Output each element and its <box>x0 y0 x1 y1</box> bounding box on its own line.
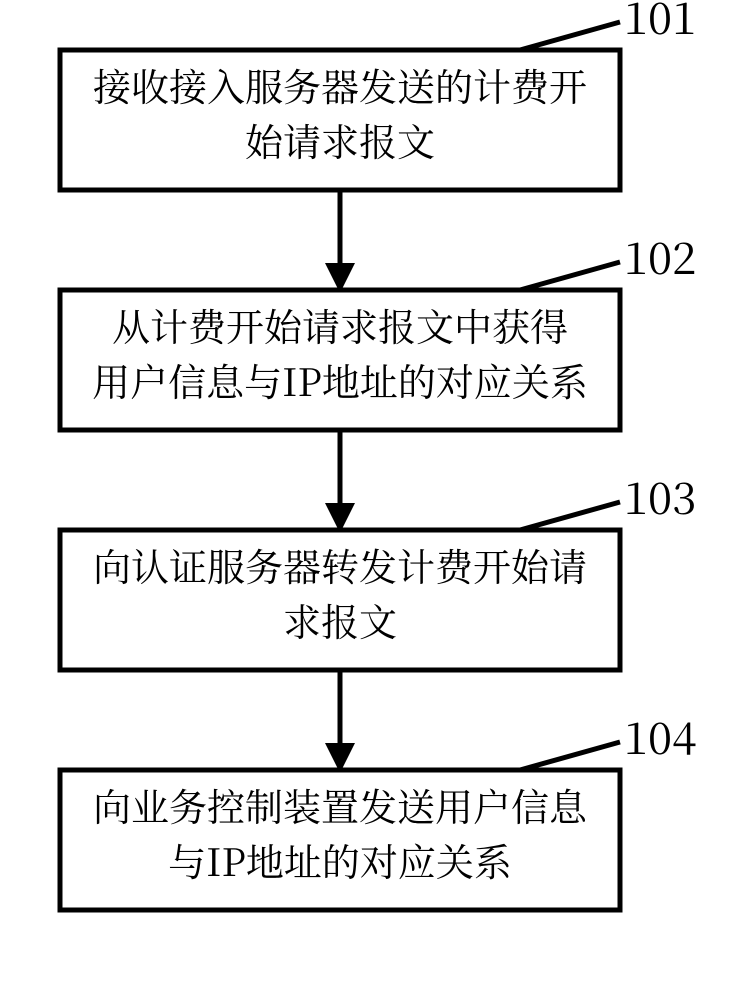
flow-step: 向认证服务器转发计费开始请求报文 103 <box>60 463 696 670</box>
step-label: 102 <box>624 223 697 287</box>
step-callout-line <box>520 262 620 290</box>
step-label: 101 <box>624 0 697 47</box>
flow-step: 接收接入服务器发送的计费开始请求报文 101 <box>60 0 696 190</box>
flow-step-text: 向业务控制装置发送用户信息 <box>93 777 588 832</box>
flowchart-canvas: 接收接入服务器发送的计费开始请求报文 101 从计费开始请求报文中获得用户信息与IP… <box>0 0 744 1000</box>
flow-step-text: 与IP地址的对应关系 <box>168 832 512 887</box>
step-callout-line <box>520 22 620 50</box>
flow-step-text: 用户信息与IP地址的对应关系 <box>92 352 588 407</box>
step-label: 104 <box>624 703 697 767</box>
flow-step-text: 求报文 <box>283 592 397 647</box>
flow-step: 从计费开始请求报文中获得用户信息与IP地址的对应关系 102 <box>60 223 696 430</box>
flow-step: 向业务控制装置发送用户信息与IP地址的对应关系 104 <box>60 703 696 910</box>
step-callout-line <box>520 742 620 770</box>
step-callout-line <box>520 502 620 530</box>
flow-step-text: 从计费开始请求报文中获得 <box>112 297 568 352</box>
flow-step-text: 接收接入服务器发送的计费开 <box>93 57 587 112</box>
flow-step-text: 向认证服务器转发计费开始请 <box>93 537 587 592</box>
flow-step-text: 始请求报文 <box>245 112 435 167</box>
step-label: 103 <box>624 463 697 527</box>
